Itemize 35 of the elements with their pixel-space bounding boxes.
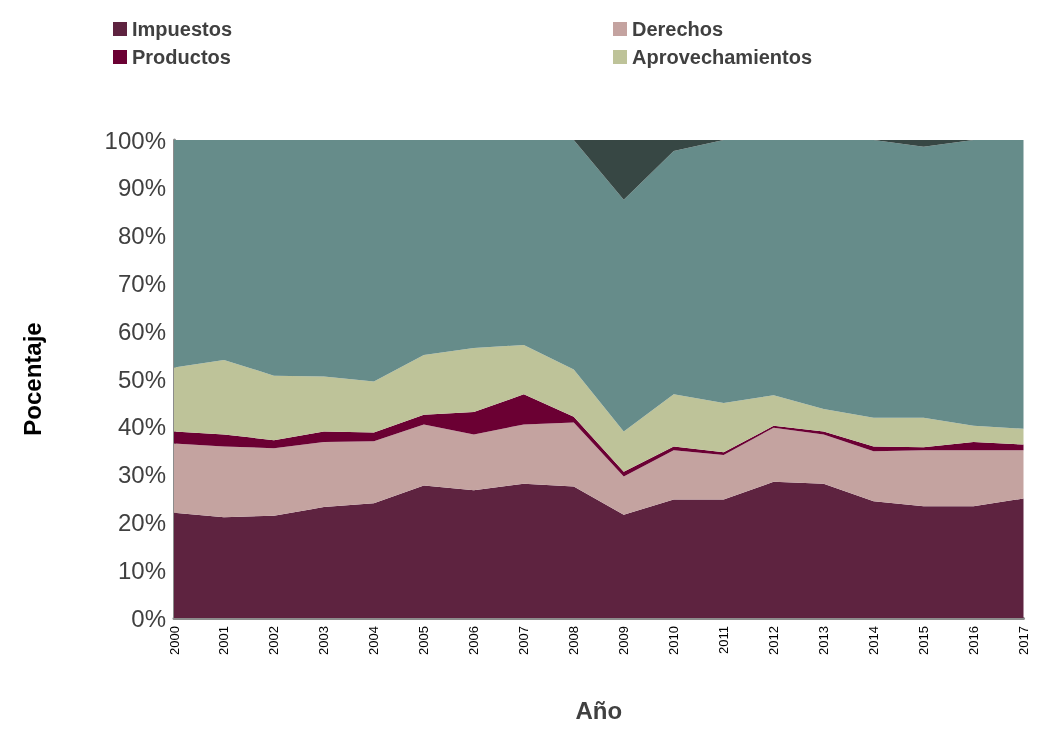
x-tick-label: 2005 (416, 626, 432, 655)
x-tick-label: 2014 (866, 626, 882, 655)
x-tick-label: 2001 (216, 626, 232, 655)
x-tick-label: 2003 (316, 626, 332, 655)
x-tick-label: 2013 (816, 626, 832, 655)
x-tick-label: 2011 (716, 626, 732, 654)
x-tick-label: 2015 (916, 626, 932, 655)
y-tick-label: 50% (117, 365, 166, 393)
y-tick-label: 10% (117, 556, 166, 584)
y-axis-title: Pocentaje (18, 322, 46, 436)
legend-label: Derechos (632, 18, 724, 40)
legend-label: Aprovechamientos (632, 46, 813, 68)
x-tick-label: 2000 (166, 626, 182, 655)
y-tick-label: 70% (117, 269, 166, 297)
x-tick-label: 2002 (266, 626, 282, 655)
legend-label: Impuestos (132, 18, 233, 40)
y-tick-label: 60% (117, 317, 166, 345)
x-tick-label: 2010 (666, 626, 682, 655)
y-tick-label: 20% (117, 508, 166, 536)
x-tick-label: 2008 (566, 626, 582, 655)
y-tick-label: 90% (117, 174, 166, 202)
y-tick-label: 0% (131, 604, 166, 632)
y-tick-label: 80% (117, 222, 166, 250)
x-axis-title: Año (575, 696, 623, 724)
x-tick-label: 2004 (366, 626, 382, 655)
x-tick-label: 2012 (766, 626, 782, 655)
y-tick-label: 100% (104, 126, 166, 154)
x-tick-label: 2016 (966, 626, 982, 655)
x-tick-label: 2006 (466, 626, 482, 655)
legend-label: Productos (132, 46, 231, 68)
x-tick-label: 2007 (516, 626, 532, 655)
y-tick-label: 40% (117, 413, 166, 441)
y-tick-label: 30% (117, 461, 166, 489)
x-tick-label: 2017 (1016, 626, 1031, 655)
x-tick-label: 2009 (616, 626, 632, 655)
